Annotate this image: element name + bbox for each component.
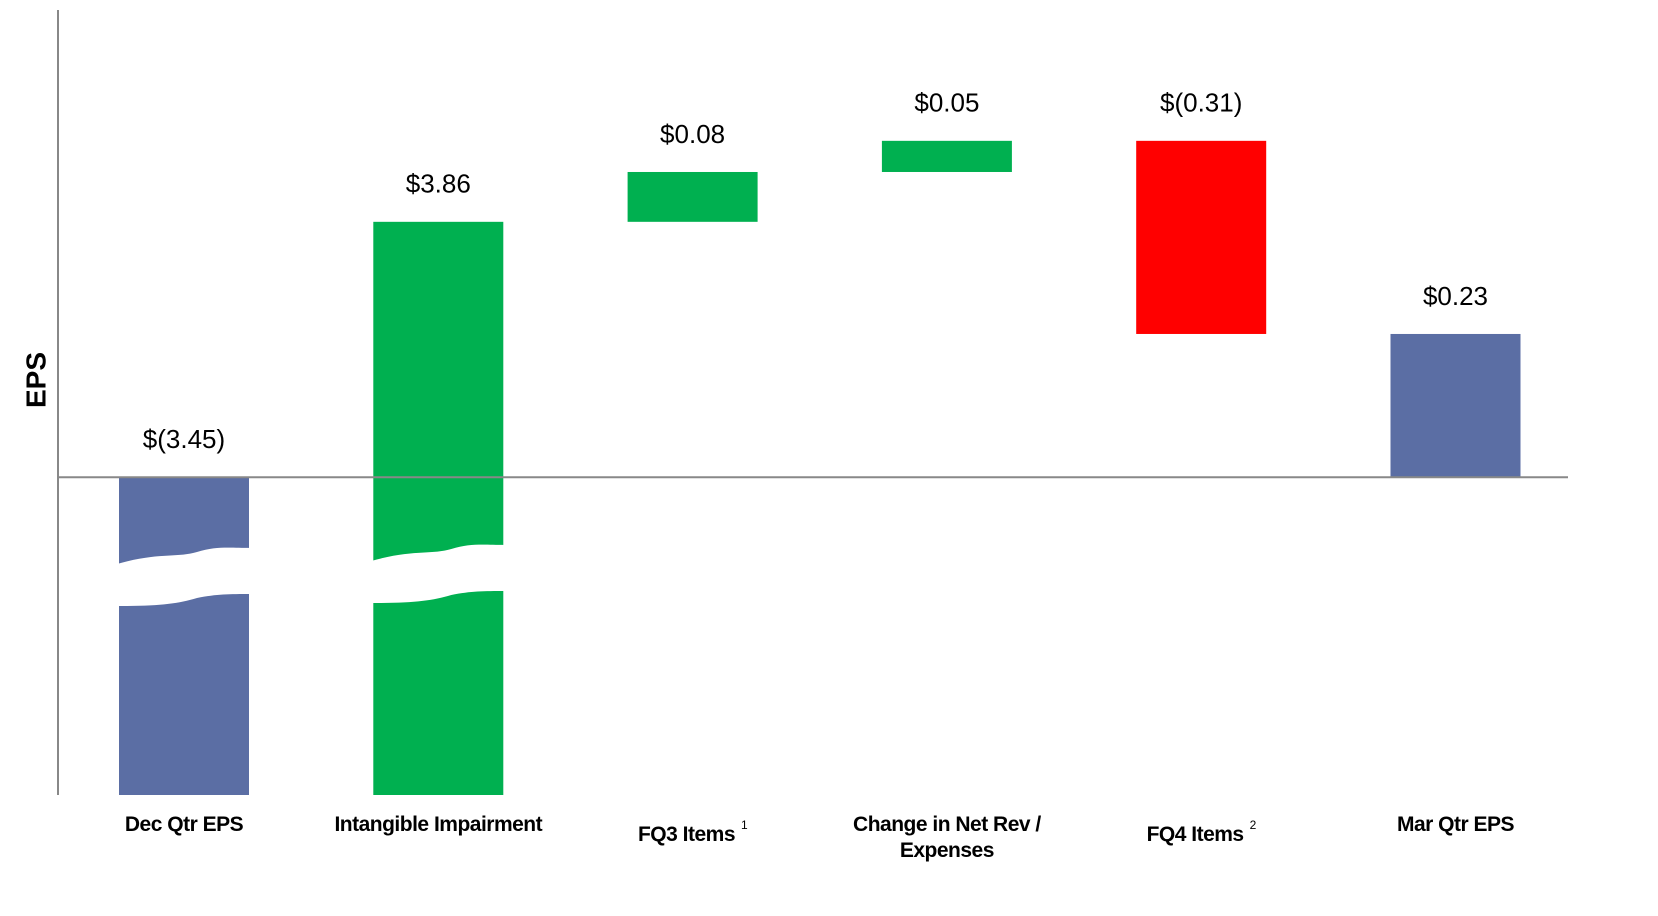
x-tick-label: Change in Net Rev / Expenses	[820, 812, 1074, 864]
footnote-marker: 1	[741, 818, 748, 832]
x-tick-label: Intangible Impairment	[311, 812, 565, 838]
bar	[881, 140, 1012, 172]
value-label: $0.05	[914, 88, 979, 118]
x-tick-label: FQ4 Items 2	[1074, 812, 1328, 848]
footnote-marker: 2	[1249, 818, 1257, 832]
bar	[373, 221, 504, 796]
value-label: $(3.45)	[143, 424, 225, 454]
bar	[119, 477, 249, 795]
bar	[1390, 333, 1521, 478]
category-text: Dec Qtr EPS	[124, 813, 244, 836]
category-text: FQ4 Items	[1146, 823, 1245, 846]
x-tick-label: Mar Qtr EPS	[1329, 812, 1583, 838]
x-tick-label: FQ3 Items 1	[566, 812, 820, 848]
value-label: $(0.31)	[1160, 88, 1242, 118]
axis-break	[371, 544, 506, 603]
bar	[627, 171, 758, 222]
category-text: Intangible Impairment	[334, 813, 543, 836]
value-label: $0.08	[660, 119, 725, 149]
category-text: FQ3 Items	[637, 823, 736, 846]
y-axis-label: EPS	[20, 352, 51, 408]
value-label: $0.23	[1423, 281, 1488, 311]
value-label: $3.86	[406, 169, 471, 199]
x-tick-label: Dec Qtr EPS	[57, 812, 311, 838]
axis-break	[117, 547, 251, 606]
category-text: Change in Net Rev / Expenses	[853, 813, 1041, 862]
bar	[1136, 140, 1267, 334]
category-text: Mar Qtr EPS	[1396, 813, 1515, 836]
